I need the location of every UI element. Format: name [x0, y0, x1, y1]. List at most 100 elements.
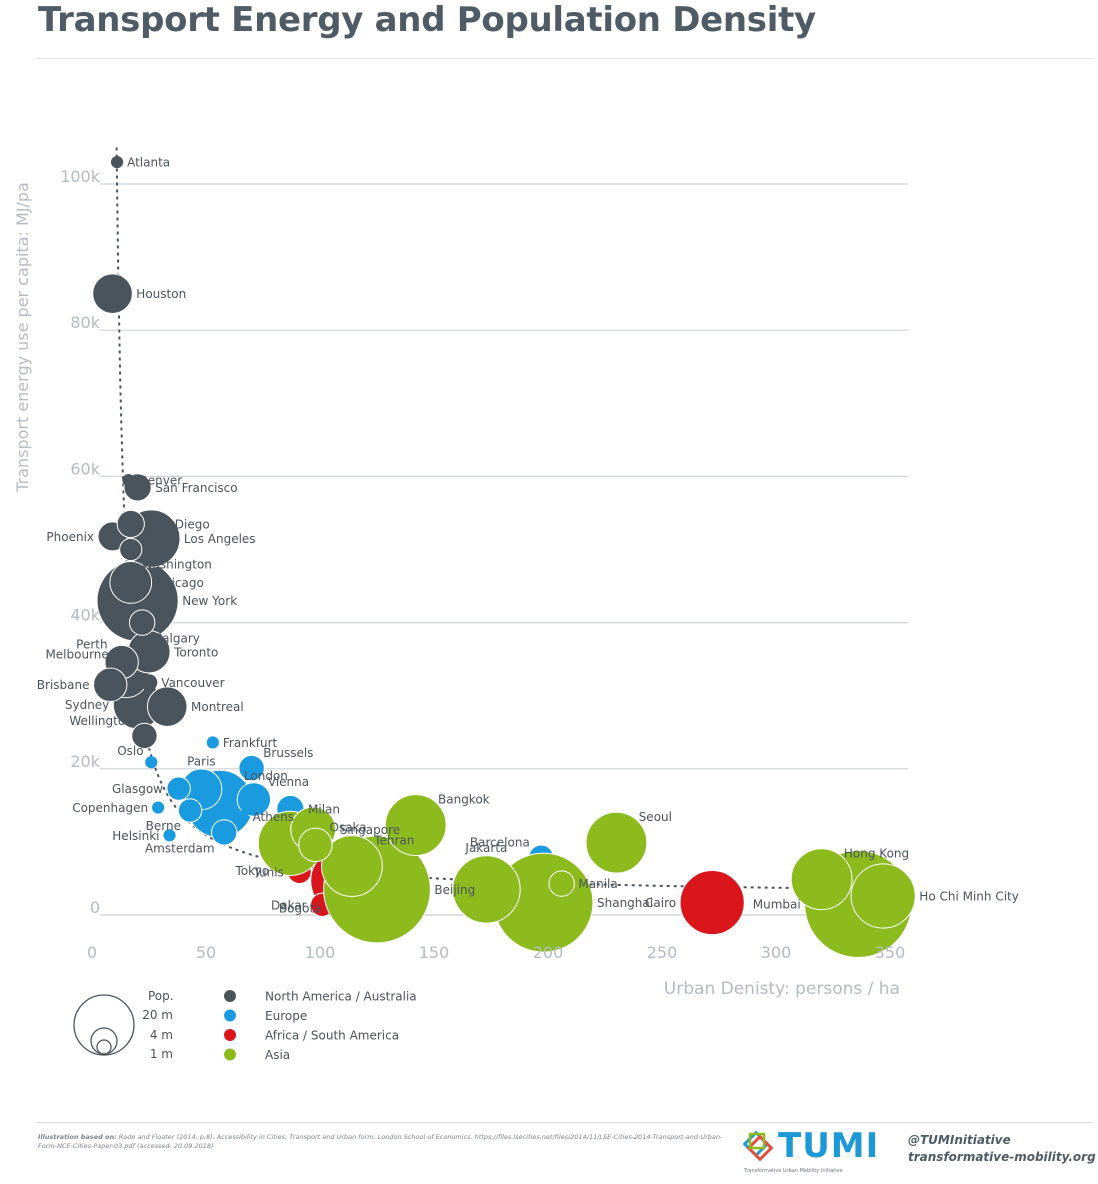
city-label: Ho Chi Minh City	[919, 890, 1019, 904]
x-tick-label: 350	[875, 943, 906, 962]
point-calgary	[128, 609, 156, 636]
point-wellington	[131, 722, 158, 750]
city-label: Bangkok	[438, 792, 490, 806]
point-ho-chi-minh-city	[850, 863, 916, 929]
legend-swatch	[224, 1029, 236, 1041]
title-divider	[36, 58, 1094, 59]
city-label: Copenhagen	[72, 801, 148, 815]
city-label: Washington	[141, 558, 212, 572]
legend-label: North America / Australia	[265, 990, 417, 1004]
y-tick-label: 0	[90, 898, 100, 917]
city-label: San Diego	[148, 517, 209, 531]
city-label: Oslo	[117, 744, 143, 758]
point-vancouver	[140, 674, 158, 691]
x-tick-label: 200	[533, 943, 564, 962]
legend-swatch	[224, 1009, 236, 1022]
city-label: Berne	[146, 819, 181, 833]
y-tick-label: 20k	[70, 752, 100, 771]
legend-label: Africa / South America	[265, 1029, 399, 1043]
city-label: New York	[182, 594, 237, 608]
city-label: Toronto	[173, 645, 218, 659]
y-tick-label: 60k	[70, 459, 100, 478]
size-legend-value: 20 m	[142, 1008, 173, 1022]
point-atlanta	[110, 155, 124, 169]
x-tick-label: 50	[196, 943, 216, 962]
footer-divider	[36, 1122, 1094, 1123]
x-tick-label: 250	[647, 943, 678, 962]
city-label: San Francisco	[155, 481, 237, 495]
y-tick-label: 100k	[60, 167, 101, 186]
website-link[interactable]: transformative-mobility.org	[908, 1150, 1096, 1164]
point-helsinki	[163, 829, 176, 842]
legend-label: Asia	[265, 1048, 290, 1062]
city-label: Hong Kong	[844, 846, 909, 860]
data-points	[92, 155, 916, 958]
size-legend-circle-medium	[90, 1027, 118, 1055]
point-brisbane	[93, 667, 128, 702]
city-label: Brussels	[263, 746, 313, 760]
axes: 0 20k 40k 60k 80k 100k 0 50 100 150 200 250 300 350 Ur…	[13, 167, 905, 999]
city-label: Calgary	[154, 632, 200, 646]
x-tick-label: 150	[419, 943, 450, 962]
legend-swatch	[224, 990, 236, 1002]
city-label: Barcelona	[470, 835, 530, 849]
city-label: Glasgow	[112, 782, 163, 796]
tumi-logo-icon	[742, 1130, 774, 1162]
point-montreal	[146, 686, 188, 727]
city-label: Tunis	[252, 865, 283, 879]
x-tick-label: 300	[761, 943, 792, 962]
point-denver	[122, 473, 135, 487]
credit-prefix: Illustration based on:	[38, 1133, 117, 1141]
city-label: Athens	[253, 810, 295, 824]
size-legend-title: Pop.	[148, 989, 174, 1003]
city-label: Sydney	[65, 698, 109, 712]
point-copenhagen	[152, 801, 165, 814]
city-label: Jakarta	[464, 841, 507, 855]
city-label: Perth	[76, 638, 107, 652]
x-tick-label: 100	[305, 943, 336, 962]
point-cairo	[679, 869, 745, 936]
point-seoul	[585, 811, 648, 874]
legend-label: Europe	[265, 1009, 307, 1023]
point-hong-kong	[790, 848, 853, 911]
point-amsterdam	[211, 819, 238, 846]
point-houston	[92, 273, 133, 314]
size-legend-circle-small	[96, 1039, 112, 1055]
city-label: Dakar	[271, 898, 307, 912]
point-jakarta	[452, 855, 521, 924]
city-label: Helsinki	[112, 829, 159, 843]
y-axis-label: Transport energy use per capita: MJ/pa	[13, 182, 32, 493]
city-label: Manila	[578, 877, 617, 891]
point-oslo	[145, 756, 158, 769]
city-label: Brisbane	[37, 678, 90, 692]
logo-subtitle: Transformative Urban Mobility Initiative	[744, 1168, 843, 1174]
y-tick-label: 40k	[70, 606, 100, 625]
city-label: Tokyo	[234, 864, 269, 878]
point-manila	[548, 870, 575, 897]
point-san-diego	[116, 509, 145, 539]
city-label: Singapore	[340, 823, 401, 837]
credit-text: Rode and Floater (2014, p.8). Accessibil…	[38, 1133, 723, 1150]
source-credit: Illustration based on: Rode and Floater …	[38, 1133, 728, 1151]
point-glasgow	[166, 776, 191, 801]
point-osaka	[298, 827, 333, 863]
city-label: London	[244, 769, 288, 783]
city-label: Seoul	[639, 810, 672, 824]
x-tick-label: 0	[87, 943, 97, 962]
city-label: Paris	[187, 754, 216, 768]
twitter-handle[interactable]: @TUMInitiative	[908, 1133, 1011, 1147]
y-tick-label: 80k	[70, 313, 100, 332]
city-label: Osaka	[330, 820, 367, 834]
point-chicago	[109, 560, 153, 604]
point-bangkok	[384, 794, 447, 856]
x-axis-label: Urban Denisty: persons / ha	[664, 979, 900, 999]
point-brussels	[238, 754, 265, 782]
city-label: Phoenix	[46, 530, 94, 544]
city-label: Chicago	[156, 576, 204, 590]
city-label: Amsterdam	[145, 842, 215, 856]
size-legend-value: 1 m	[150, 1047, 173, 1061]
city-label: Bogotá	[279, 901, 322, 915]
city-label: Beijing	[434, 883, 475, 897]
